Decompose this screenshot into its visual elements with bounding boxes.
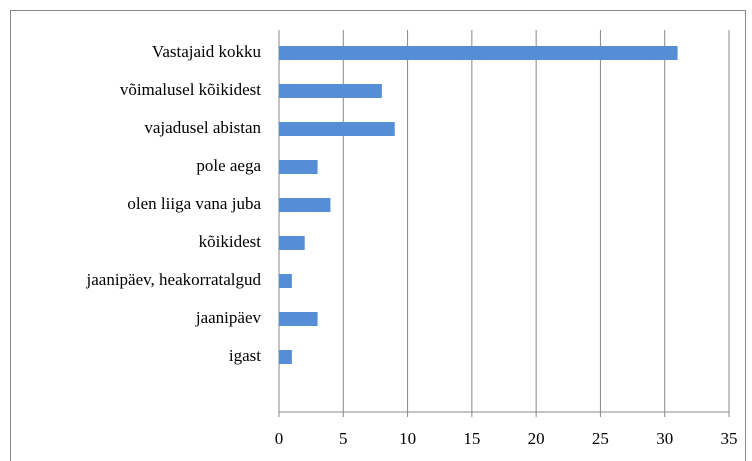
x-tick-label: 20	[528, 429, 545, 448]
x-tick-label: 0	[275, 429, 284, 448]
x-tick-label: 15	[463, 429, 480, 448]
bar	[279, 350, 292, 364]
y-tick-label: kõikidest	[199, 232, 262, 251]
x-tick-label: 5	[339, 429, 348, 448]
y-tick-label: võimalusel kõikidest	[120, 80, 261, 99]
y-tick-label: jaanipäev, heakorratalgud	[86, 270, 262, 289]
x-tick-label: 10	[399, 429, 416, 448]
bar	[279, 122, 395, 136]
bar	[279, 46, 678, 60]
y-tick-label: Vastajaid kokku	[152, 42, 262, 61]
bar	[279, 160, 318, 174]
bar	[279, 198, 331, 212]
bar	[279, 84, 382, 98]
y-tick-label: vajadusel abistan	[144, 118, 261, 137]
x-tick-label: 35	[721, 429, 738, 448]
y-tick-label: jaanipäev	[195, 308, 262, 327]
chart-border	[10, 10, 746, 461]
y-tick-label: olen liiga vana juba	[127, 194, 261, 213]
bar	[279, 312, 318, 326]
x-tick-label: 25	[592, 429, 609, 448]
y-tick-label: igast	[229, 346, 261, 365]
bar	[279, 236, 305, 250]
x-tick-label: 30	[656, 429, 673, 448]
y-tick-label: pole aega	[196, 156, 261, 175]
bar	[279, 274, 292, 288]
